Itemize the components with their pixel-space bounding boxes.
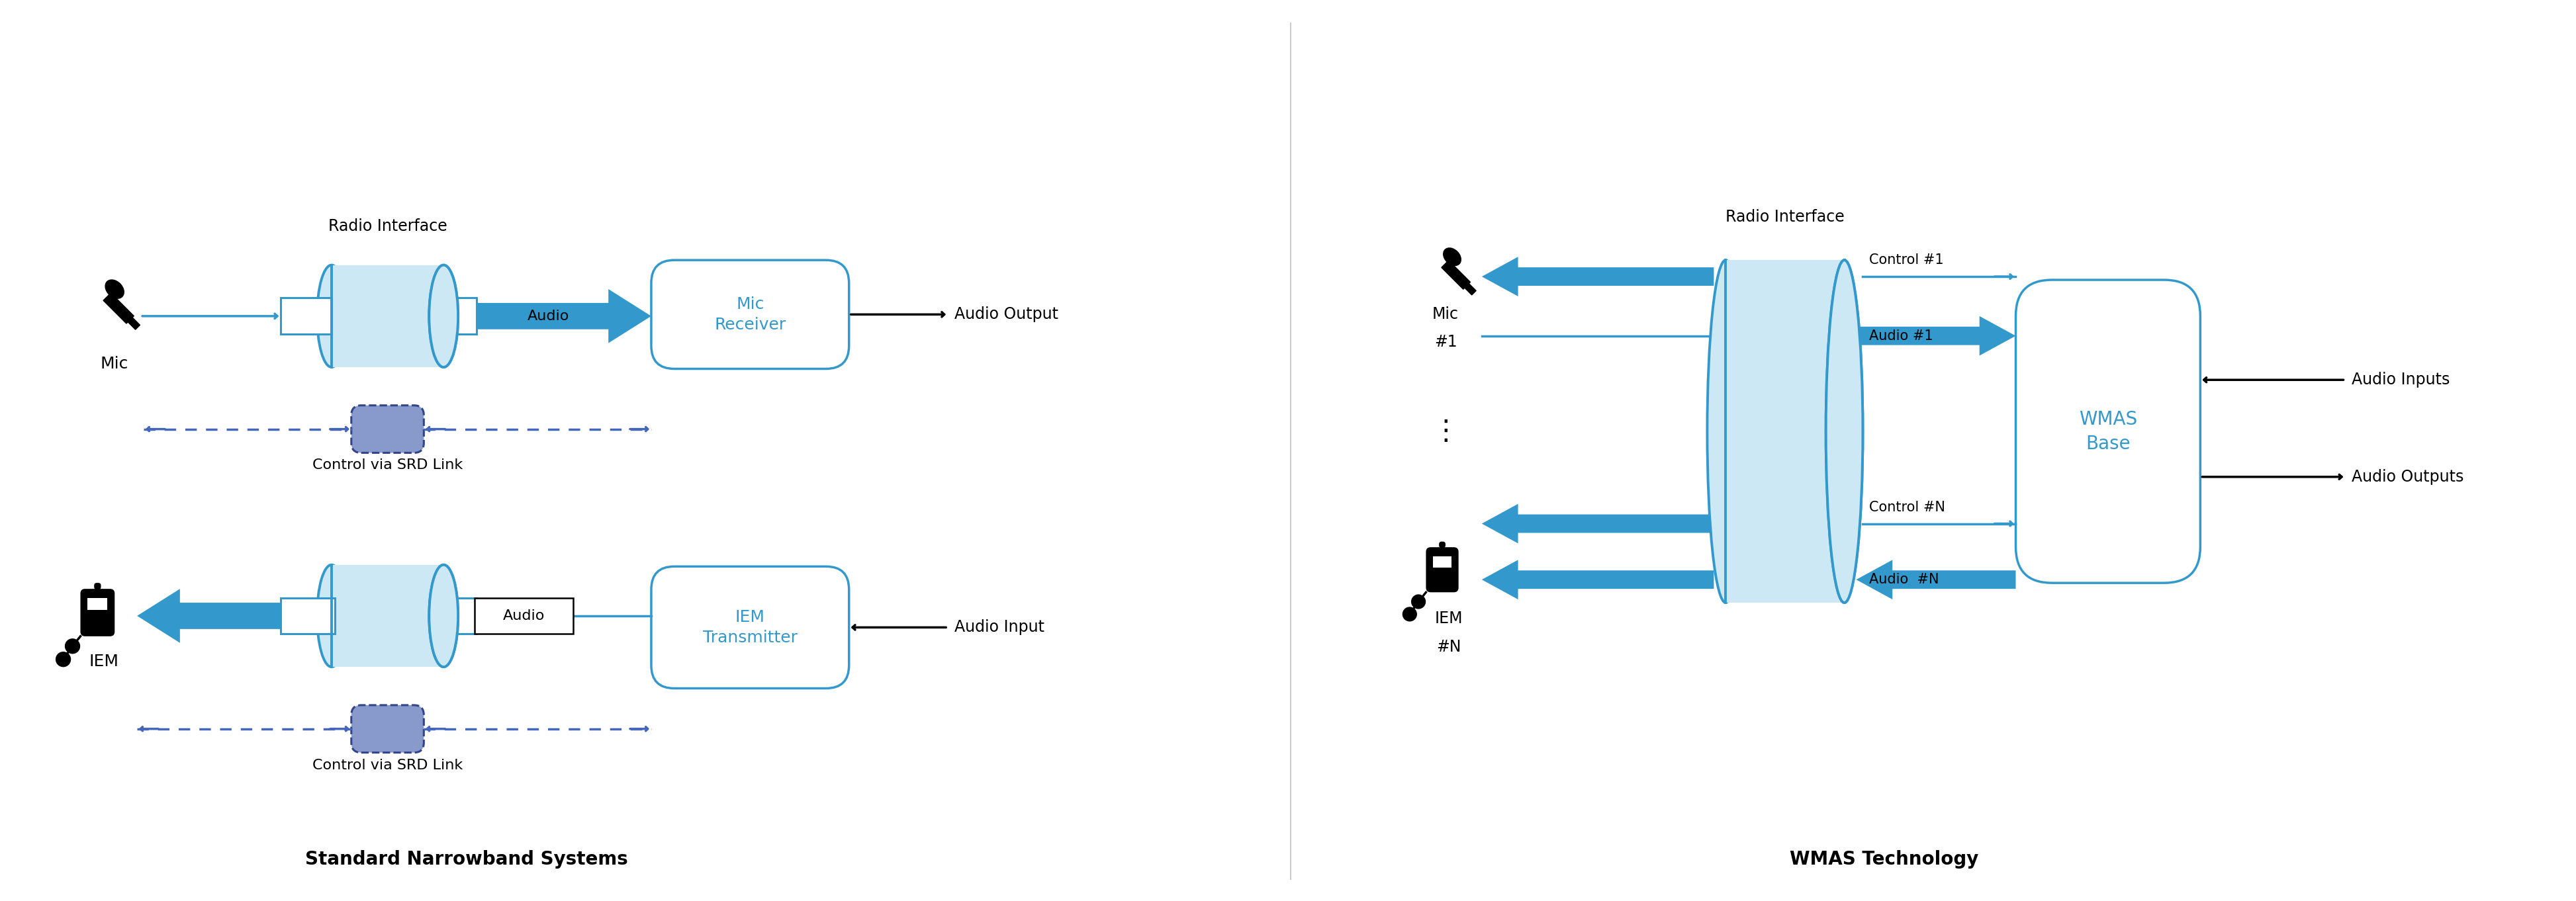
Polygon shape [332,265,443,368]
Ellipse shape [1708,260,1744,603]
Polygon shape [332,565,443,667]
Bar [474,597,574,634]
Text: IEM
Transmitter: IEM Transmitter [703,609,799,646]
Bar [1432,556,1453,568]
Text: Radio Interface: Radio Interface [327,218,448,234]
Polygon shape [137,589,319,643]
Text: Radio Interface: Radio Interface [1726,209,1844,225]
Text: IEM: IEM [90,653,118,669]
Ellipse shape [430,565,459,667]
Text: Control #1: Control #1 [1870,253,1945,267]
Polygon shape [103,293,134,323]
Polygon shape [1481,504,1713,543]
FancyBboxPatch shape [2017,280,2200,583]
Text: Audio  #N: Audio #N [1870,573,1940,587]
Text: Audio: Audio [502,609,546,623]
Bar [281,597,335,634]
Polygon shape [332,565,443,667]
Ellipse shape [430,265,459,368]
Text: WMAS Technology: WMAS Technology [1790,851,1978,869]
Text: Audio Input: Audio Input [956,620,1043,635]
FancyBboxPatch shape [350,705,425,752]
Text: Audio Inputs: Audio Inputs [2352,372,2450,387]
Polygon shape [1443,260,1471,289]
FancyBboxPatch shape [652,567,850,688]
Text: Audio Output: Audio Output [956,306,1059,323]
Polygon shape [129,317,139,330]
Bar [88,598,108,610]
Text: Standard Narrowband Systems: Standard Narrowband Systems [307,851,629,869]
Ellipse shape [317,565,345,667]
Text: Mic: Mic [1432,306,1458,322]
Ellipse shape [430,565,459,667]
Text: Control #N: Control #N [1870,501,1945,514]
FancyBboxPatch shape [80,589,116,636]
Ellipse shape [1443,248,1461,266]
Text: Mic: Mic [100,356,129,371]
Ellipse shape [106,280,124,298]
Bar [443,298,477,334]
Circle shape [1404,607,1417,621]
Circle shape [64,639,80,653]
Text: Control via SRD Link: Control via SRD Link [312,459,464,472]
Polygon shape [1857,316,2017,356]
FancyBboxPatch shape [95,583,100,589]
Text: Audio Outputs: Audio Outputs [2352,469,2465,485]
Ellipse shape [317,265,345,368]
FancyBboxPatch shape [652,260,850,369]
Text: #1: #1 [1435,334,1458,350]
Text: WMAS
Base: WMAS Base [2079,410,2138,453]
Bar [443,597,477,634]
Polygon shape [1466,284,1476,295]
Polygon shape [1857,560,2017,599]
Text: Mic
Receiver: Mic Receiver [714,296,786,332]
Ellipse shape [1826,260,1862,603]
FancyBboxPatch shape [1440,542,1445,548]
Text: Audio #1: Audio #1 [1870,329,1935,342]
Polygon shape [1726,260,1844,603]
Text: Control via SRD Link: Control via SRD Link [312,759,464,772]
Polygon shape [456,289,652,343]
Polygon shape [1481,257,1713,296]
Polygon shape [332,265,443,368]
Ellipse shape [1826,260,1862,603]
Ellipse shape [430,265,459,368]
Circle shape [1412,595,1425,608]
Text: #N: #N [1437,639,1461,655]
Polygon shape [1481,560,1713,599]
Circle shape [57,652,70,667]
FancyBboxPatch shape [350,405,425,453]
Text: ⋮: ⋮ [1432,417,1461,445]
Text: IEM: IEM [1435,611,1463,626]
Bar [281,298,332,334]
Polygon shape [1726,260,1844,603]
FancyBboxPatch shape [1427,547,1458,592]
Text: Audio: Audio [528,309,569,323]
